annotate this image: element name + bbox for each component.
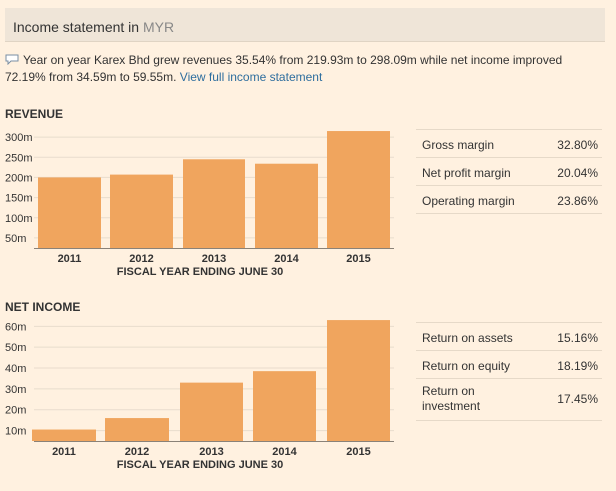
ratio-value: 18.19% [557, 359, 598, 373]
x-tick-label: 2011 [52, 446, 76, 458]
y-tick-label: 100m [5, 213, 33, 225]
y-tick-label: 150m [5, 193, 33, 205]
x-tick-label: 2013 [199, 446, 223, 458]
view-full-income-statement-link[interactable]: View full income statement [179, 70, 323, 84]
x-tick-label: 2014 [272, 446, 297, 458]
ratio-label: Operating margin [422, 194, 515, 208]
y-tick-label: 200m [5, 172, 33, 184]
bar-2012 [110, 174, 173, 248]
speech-bubble-icon [5, 54, 19, 65]
x-tick-label: 2013 [202, 253, 226, 265]
ratio-label: Net profit margin [422, 166, 511, 180]
x-axis-title: FISCAL YEAR ENDING JUNE 30 [117, 459, 283, 471]
ratio-row: Return on assets 15.16% [416, 323, 602, 351]
ratio-label: Return on investment [422, 384, 481, 413]
header-title-text: Income statement in [13, 19, 140, 35]
y-tick-label: 60m [5, 321, 26, 333]
bar-2012 [105, 418, 169, 441]
bar-2014 [253, 371, 316, 441]
ratio-row: Net profit margin 20.04% [416, 158, 602, 186]
header-title: Income statement in MYR [13, 19, 174, 35]
bar-2011 [32, 429, 96, 441]
ratio-value: 23.86% [557, 194, 598, 208]
x-tick-label: 2011 [58, 253, 82, 265]
ratio-row: Operating margin 23.86% [416, 186, 602, 214]
ratio-value: 15.16% [557, 331, 598, 345]
bar-2013 [183, 159, 245, 248]
ratio-label: Return on assets [422, 331, 513, 345]
x-tick-label: 2015 [346, 446, 370, 458]
summary: Year on year Karex Bhd grew revenues 35.… [5, 52, 595, 86]
y-tick-label: 30m [5, 384, 26, 396]
y-tick-label: 300m [5, 132, 33, 144]
bar-2014 [255, 163, 318, 248]
section-header: Income statement in MYR [5, 8, 605, 42]
revenue-chart: 50m 100m 150m 200m 250m 300m 2011 2012 2013 2014 2… [5, 131, 394, 278]
bar-2015 [327, 131, 390, 248]
revenue-ratios-table: Gross margin 32.80% Net profit margin 20.04… [416, 129, 602, 214]
net-income-ratios-table: Return on assets 15.16% Return on equity 18… [416, 322, 602, 421]
revenue-title: REVENUE [5, 107, 64, 121]
net-income-title: NET INCOME [5, 300, 81, 314]
bar-2013 [180, 382, 243, 441]
ratio-value: 17.45% [557, 392, 598, 406]
bar-2015 [327, 320, 390, 441]
net-income-chart: 10m 20m 30m 40m 50m 60m 2011 2012 2013 2014 2015 FI… [5, 320, 394, 471]
x-tick-label: 2015 [346, 253, 370, 265]
y-tick-label: 40m [5, 363, 26, 375]
x-tick-label: 2014 [274, 253, 299, 265]
ratio-value: 32.80% [557, 138, 598, 152]
ratio-row: Gross margin 32.80% [416, 130, 602, 158]
x-tick-label: 2012 [125, 446, 149, 458]
ratio-value: 20.04% [557, 166, 598, 180]
summary-text: Year on year Karex Bhd grew revenues 35.… [5, 53, 563, 84]
x-axis-title: FISCAL YEAR ENDING JUNE 30 [117, 266, 283, 278]
y-tick-label: 50m [5, 233, 26, 245]
ratio-row: Return on equity 18.19% [416, 351, 602, 379]
ratio-label: Return on equity [422, 359, 511, 373]
y-tick-label: 50m [5, 342, 26, 354]
x-tick-label: 2012 [129, 253, 153, 265]
ratio-label: Gross margin [422, 138, 495, 152]
header-currency: MYR [142, 19, 175, 35]
bar-2011 [38, 177, 101, 248]
y-tick-label: 250m [5, 152, 33, 164]
ratio-row: Return on investment 17.45% [416, 379, 602, 421]
y-tick-label: 20m [5, 405, 26, 417]
y-tick-label: 10m [5, 426, 26, 438]
